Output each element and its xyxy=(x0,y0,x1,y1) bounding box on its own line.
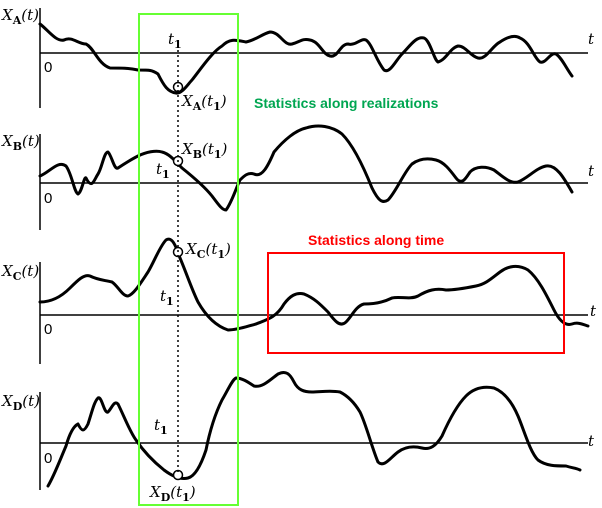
panel-b-t1-label: t1 xyxy=(156,160,170,181)
panel-d-t-label: t xyxy=(588,432,595,450)
panel-a: XA(t) 0 t t1 XA(t1) xyxy=(1,6,595,113)
panel-b-point-label: XB(t1) xyxy=(181,140,228,161)
panel-d-zero-label: 0 xyxy=(44,450,52,467)
panel-d-t1-label: t1 xyxy=(154,416,168,437)
time-window-box xyxy=(267,252,565,354)
time-annotation: Statistics along time xyxy=(308,232,444,248)
panel-b-t-label: t xyxy=(588,162,595,180)
panel-a-y-label: XA(t) xyxy=(1,6,39,27)
panel-d: XD(t) 0 t t1 XD(t1) xyxy=(1,370,595,504)
panel-b: XB(t) 0 t t1 XB(t1) xyxy=(1,124,595,230)
panel-a-zero-label: 0 xyxy=(44,59,52,76)
panel-b-y-label: XB(t) xyxy=(1,132,40,153)
panel-a-point-label: XA(t1) xyxy=(181,92,227,113)
realizations-annotation: Statistics along realizations xyxy=(254,95,439,111)
panel-c-t-label: t xyxy=(590,302,597,320)
panel-c-signal xyxy=(38,237,590,332)
panel-c: XC(t) 0 t t1 XC(t1) xyxy=(1,237,597,364)
realizations-box xyxy=(138,13,239,506)
panel-d-signal xyxy=(46,370,582,488)
panel-a-signal xyxy=(38,22,574,95)
panel-c-point-label: XC(t1) xyxy=(185,240,231,261)
panel-c-zero-label: 0 xyxy=(44,321,52,338)
panel-b-zero-label: 0 xyxy=(44,190,52,207)
panel-b-signal xyxy=(38,124,574,212)
panel-d-point-label: XD(t1) xyxy=(149,483,196,504)
panel-d-y-label: XD(t) xyxy=(1,392,40,413)
panel-c-y-label: XC(t) xyxy=(1,262,39,283)
panel-c-t1-label: t1 xyxy=(160,287,174,308)
panel-a-t1-label: t1 xyxy=(168,30,182,51)
panel-a-t-label: t xyxy=(588,30,595,48)
